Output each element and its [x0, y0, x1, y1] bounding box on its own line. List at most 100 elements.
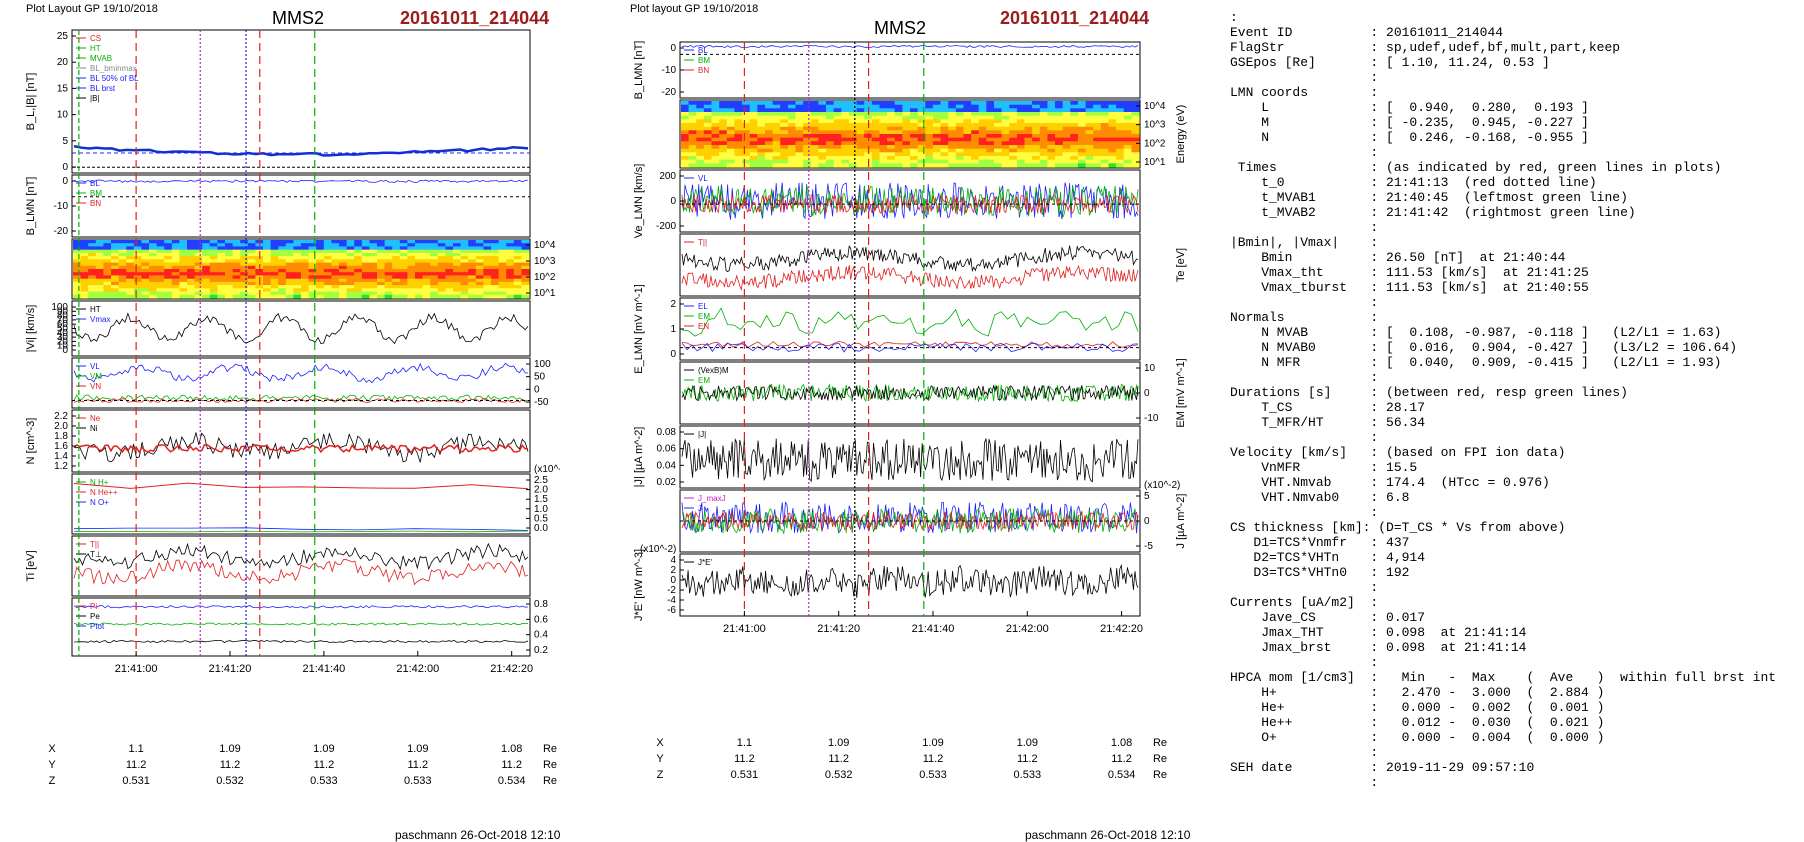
spectrogram-cell [681, 119, 690, 124]
spectrogram-cell [316, 288, 325, 293]
spectrogram-cell [202, 281, 211, 286]
spectrogram-cell [940, 152, 949, 157]
spectrogram-cell [270, 281, 279, 286]
spectrogram-cell [331, 291, 340, 296]
spectrogram-cell [103, 243, 112, 247]
spectrogram-cell [818, 123, 827, 128]
y-tick-label: -200 [656, 221, 676, 232]
summary-line: FlagStr : sp,udef,udef,bf,mult,part,keep [1230, 40, 1621, 55]
summary-line: Bmin : 26.50 [nT] at 21:40:44 [1230, 250, 1566, 265]
spectrogram-cell [749, 119, 758, 124]
position-value: 11.2 [125, 759, 147, 771]
spectrogram-cell [339, 252, 348, 257]
spectrogram-cell [293, 272, 302, 276]
spectrogram-cell [437, 272, 446, 276]
spectrogram-cell [887, 156, 896, 161]
spectrogram-cell [194, 278, 203, 283]
spectrogram-cell [726, 137, 735, 142]
spectrogram-cell [1062, 130, 1071, 135]
spectrogram-cell [156, 240, 165, 244]
spectrogram-cell [688, 108, 697, 113]
spectrogram-cell [803, 112, 812, 117]
spectrogram-cell [719, 163, 728, 168]
summary-line: SEH date : 2019-11-29 09:57:10 [1230, 760, 1535, 775]
spectrogram-cell [803, 156, 812, 161]
legend-label: |B| [90, 94, 100, 103]
spectrogram-cell [902, 141, 911, 146]
spectrogram-cell [810, 152, 819, 157]
legend-label: EM [698, 376, 710, 385]
spectrogram-cell [841, 108, 850, 113]
spectrogram-cell [1077, 115, 1087, 120]
spectrogram-cell [475, 262, 484, 267]
spectrogram-cell [133, 275, 142, 280]
spectrogram-cell [1123, 141, 1132, 146]
spectrogram-cell [810, 112, 819, 117]
position-value: 11.2 [828, 753, 849, 765]
spectrogram-cell [88, 246, 97, 251]
spectrogram-cell [772, 101, 781, 106]
spectrogram-cell [308, 281, 317, 286]
spectrogram-cell [156, 259, 165, 264]
legend-label: Ptot [90, 622, 105, 631]
spectrogram-cell [369, 265, 378, 270]
spectrogram-cell [407, 240, 416, 244]
spectrogram-cell [491, 262, 500, 267]
spectrogram-cell [856, 145, 865, 150]
spectrogram-cell [1077, 148, 1087, 153]
summary-line: GSEpos [Re] : [ 1.10, 11.24, 0.53 ] [1230, 55, 1550, 70]
spectrogram-cell [1016, 108, 1026, 113]
spectrogram-cell [742, 134, 751, 139]
spectrogram-cell [111, 262, 120, 267]
spectrogram-cell [301, 240, 310, 244]
spectrogram-cell [217, 285, 226, 289]
summary-line: Currents [uA/m2] : [1230, 595, 1379, 610]
spectrogram-cell [263, 240, 272, 244]
spectrogram-cell [1024, 123, 1033, 128]
series-line [73, 432, 529, 463]
spectrogram-cell [270, 275, 279, 280]
spectrogram-cell [856, 163, 865, 168]
spectrogram-cell [932, 101, 942, 106]
series-line [73, 527, 529, 531]
spectrogram-cell [1016, 101, 1026, 106]
spectrogram-cell [719, 115, 728, 120]
spectrogram-cell [513, 288, 522, 293]
y-tick-label: 10 [57, 341, 69, 352]
spectrogram-cell [407, 256, 416, 260]
spectrogram-cell [468, 269, 477, 273]
spectrogram-cell [1100, 101, 1109, 106]
legend-label: J_maxJ [698, 494, 726, 503]
summary-line: D2=TCS*VHTn : 4,914 [1230, 550, 1426, 565]
spectrogram-cell [1070, 163, 1079, 168]
spectrogram-cell [726, 159, 735, 164]
spectrogram-cell [1062, 104, 1071, 109]
spectrogram-cell [118, 275, 127, 280]
spectrogram-cell [430, 291, 439, 296]
spectrogram-cell [703, 126, 713, 131]
spectrogram-cell [910, 126, 919, 131]
position-unit: Re [542, 759, 558, 771]
spectrogram-cell [719, 119, 728, 124]
spectrogram-cell [1093, 119, 1102, 124]
spectrogram-cell [749, 163, 758, 168]
spectrogram-cell [88, 240, 97, 244]
spectrogram-cell [749, 123, 758, 128]
spectrogram-cell [460, 252, 469, 257]
spectrogram-cell [833, 134, 842, 139]
spectrogram-cell [780, 108, 789, 113]
spectrogram-cell [1009, 145, 1018, 150]
spectrogram-cell [247, 285, 256, 289]
spectrogram-cell [726, 141, 735, 146]
spectrogram-cell [826, 108, 835, 113]
spectrogram-cell [209, 272, 218, 276]
summary-line: : [1230, 70, 1379, 85]
spectrogram-cell [1070, 130, 1079, 135]
spectrogram-cell [841, 156, 850, 161]
spectrogram-cell [1039, 148, 1048, 153]
y-tick-label: 10^3 [534, 256, 556, 267]
spectrogram-cell [491, 252, 500, 257]
spectrogram-cell [986, 108, 995, 113]
spectrogram-cell [194, 252, 203, 257]
spectrogram-cell [1009, 130, 1018, 135]
